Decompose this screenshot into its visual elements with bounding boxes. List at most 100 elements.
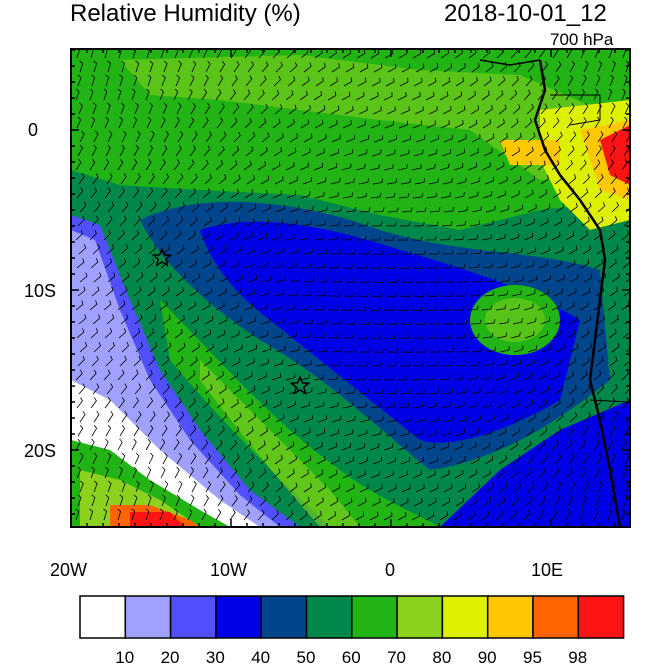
star-marker-north xyxy=(151,247,173,267)
wind-barb xyxy=(205,480,212,493)
wind-barb xyxy=(468,401,479,409)
wind-barb xyxy=(426,264,438,269)
wind-barb xyxy=(233,203,243,213)
wind-barb xyxy=(413,362,425,367)
wind-barb xyxy=(232,453,240,465)
wind-barb xyxy=(75,300,84,311)
wind-barb xyxy=(471,62,480,73)
wind-barb xyxy=(428,320,440,325)
wind-barb xyxy=(485,482,494,493)
wind-barb xyxy=(401,279,414,284)
wind-barbs xyxy=(75,49,630,521)
wind-barb xyxy=(191,202,200,213)
wind-barb xyxy=(106,173,113,185)
wind-barb xyxy=(582,315,592,325)
wind-barb xyxy=(190,452,197,465)
wind-barb xyxy=(190,315,200,325)
wind-barb xyxy=(622,397,630,409)
wind-barb xyxy=(383,511,393,521)
wind-barb xyxy=(441,429,452,437)
wind-barb xyxy=(159,230,168,241)
wind-barb xyxy=(567,494,574,507)
wind-barb xyxy=(177,130,184,143)
wind-barb xyxy=(400,106,410,115)
wind-barb xyxy=(428,388,440,395)
wind-barb xyxy=(257,372,267,381)
wind-barb xyxy=(608,466,614,479)
wind-barb xyxy=(303,62,312,73)
wind-barb xyxy=(244,260,254,269)
wind-barb xyxy=(121,130,127,143)
wind-barb xyxy=(303,205,314,213)
wind-barb xyxy=(327,91,337,101)
wind-barb xyxy=(399,429,410,437)
wind-barb xyxy=(496,190,506,199)
wind-barb xyxy=(358,178,369,185)
wind-barb xyxy=(582,453,589,465)
wind-barb xyxy=(427,429,438,437)
wind-barb xyxy=(301,148,311,157)
wind-barb xyxy=(471,415,482,423)
wind-barb xyxy=(162,244,171,255)
wind-barb xyxy=(609,425,616,437)
wind-barb xyxy=(216,49,223,59)
wind-barb xyxy=(439,163,450,171)
wind-barb xyxy=(595,287,605,297)
wind-barb xyxy=(469,148,479,157)
wind-barb xyxy=(455,428,465,437)
wind-barb xyxy=(300,332,312,339)
wind-barb xyxy=(344,105,354,115)
wind-barb xyxy=(386,389,398,395)
wind-barb xyxy=(439,375,451,381)
wind-barb xyxy=(439,91,449,101)
wind-barb xyxy=(387,135,398,143)
wind-barb xyxy=(105,286,114,297)
wind-barb xyxy=(470,105,480,115)
wind-barb xyxy=(481,162,491,171)
wind-barb xyxy=(386,250,398,255)
wind-barb xyxy=(162,173,170,185)
wind-barb xyxy=(513,61,521,73)
wind-barb xyxy=(355,511,365,521)
wind-barb xyxy=(583,202,592,213)
wind-barb xyxy=(118,258,127,269)
wind-barb xyxy=(191,342,200,353)
wind-barb xyxy=(174,328,183,339)
wind-barb xyxy=(286,262,298,269)
wind-barb xyxy=(609,356,618,367)
wind-barb xyxy=(159,438,166,451)
wind-barb xyxy=(231,495,238,507)
humidity-field xyxy=(71,49,630,527)
wind-barb xyxy=(442,250,454,255)
colorbar-label: 20 xyxy=(160,648,180,667)
wind-barb xyxy=(469,360,481,367)
wind-barb xyxy=(246,246,256,255)
wind-barb xyxy=(524,261,535,269)
wind-barb xyxy=(215,508,222,521)
wind-barb xyxy=(161,425,168,437)
wind-barb xyxy=(608,397,616,409)
wind-barb xyxy=(397,236,409,241)
wind-barb xyxy=(274,318,285,325)
wind-barb xyxy=(441,361,453,367)
wind-barb xyxy=(593,370,602,381)
wind-barb xyxy=(580,329,590,339)
wind-barb xyxy=(357,77,367,87)
wind-barb xyxy=(401,135,412,143)
wind-barb xyxy=(369,511,379,521)
wind-barb xyxy=(511,359,522,367)
wind-barb xyxy=(413,497,423,507)
wind-barb xyxy=(552,260,562,269)
wind-barb xyxy=(344,320,356,325)
wind-barb xyxy=(317,134,327,143)
wind-barb xyxy=(107,60,111,73)
colorbar-swatch xyxy=(215,595,262,639)
wind-barb xyxy=(581,216,590,227)
wind-barb xyxy=(345,63,355,73)
wind-barb xyxy=(539,358,549,367)
wind-barb xyxy=(91,215,99,227)
wind-barb xyxy=(415,63,425,73)
wind-barb xyxy=(275,132,284,143)
wind-barb xyxy=(553,357,563,367)
wind-barb xyxy=(330,105,340,115)
